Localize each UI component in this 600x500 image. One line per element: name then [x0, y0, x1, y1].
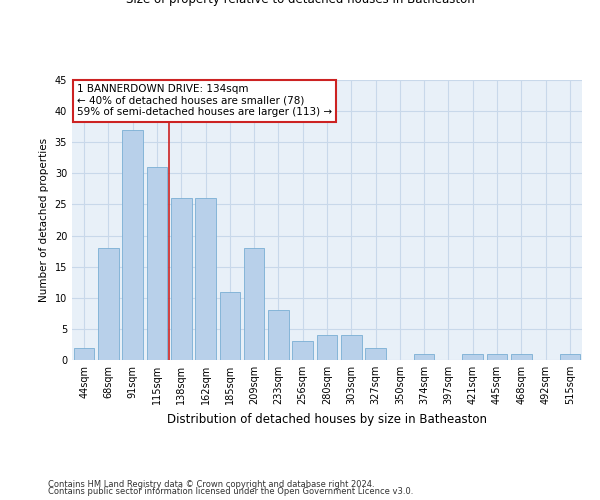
Bar	[146, 167, 167, 360]
Bar	[365, 348, 386, 360]
Bar	[220, 292, 240, 360]
Bar	[122, 130, 143, 360]
Bar	[244, 248, 265, 360]
Text: 1 BANNERDOWN DRIVE: 134sqm
← 40% of detached houses are smaller (78)
59% of semi: 1 BANNERDOWN DRIVE: 134sqm ← 40% of deta…	[77, 84, 332, 117]
Y-axis label: Number of detached properties: Number of detached properties	[39, 138, 49, 302]
Bar	[292, 342, 313, 360]
Bar	[268, 310, 289, 360]
Text: Contains public sector information licensed under the Open Government Licence v3: Contains public sector information licen…	[48, 487, 413, 496]
Bar	[487, 354, 508, 360]
Text: Contains HM Land Registry data © Crown copyright and database right 2024.: Contains HM Land Registry data © Crown c…	[48, 480, 374, 489]
Bar	[463, 354, 483, 360]
Bar	[98, 248, 119, 360]
Bar	[317, 335, 337, 360]
Text: Size of property relative to detached houses in Batheaston: Size of property relative to detached ho…	[125, 0, 475, 6]
X-axis label: Distribution of detached houses by size in Batheaston: Distribution of detached houses by size …	[167, 412, 487, 426]
Bar	[341, 335, 362, 360]
Bar	[171, 198, 191, 360]
Bar	[511, 354, 532, 360]
Bar	[195, 198, 216, 360]
Bar	[414, 354, 434, 360]
Bar	[560, 354, 580, 360]
Bar	[74, 348, 94, 360]
